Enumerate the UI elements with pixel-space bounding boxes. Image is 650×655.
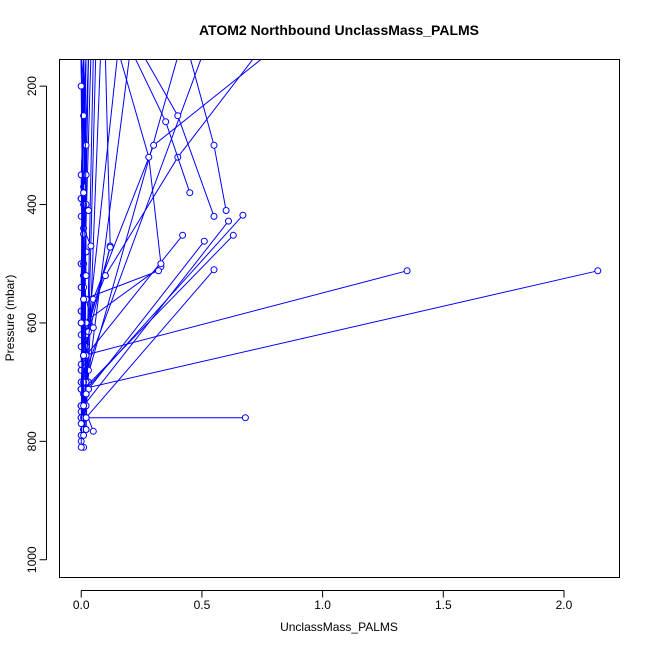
- data-point: [77, 443, 85, 451]
- series-24: [120, 59, 165, 268]
- data-point: [82, 141, 90, 149]
- data-point: [89, 427, 97, 435]
- x-tick-label: 1.5: [435, 598, 452, 612]
- series-33: [77, 59, 88, 303]
- series-line: [83, 59, 262, 383]
- series-34: [80, 59, 90, 280]
- data-point: [87, 242, 95, 250]
- series-line: [80, 59, 234, 418]
- data-point: [229, 231, 237, 239]
- data-point: [210, 141, 218, 149]
- data-point: [179, 231, 187, 239]
- series-line: [190, 59, 227, 211]
- x-tick-label: 1.0: [314, 598, 331, 612]
- data-point: [145, 153, 153, 161]
- data-point: [210, 266, 218, 274]
- data-point: [82, 414, 90, 422]
- series-line: [85, 59, 254, 324]
- y-axis: 200 400 600 800 1000: [25, 76, 47, 573]
- x-tick-label: 0.5: [194, 598, 211, 612]
- plot-marks: [77, 59, 602, 451]
- series-line: [145, 59, 215, 217]
- data-point: [80, 431, 88, 439]
- y-tick-label: 1000: [25, 546, 39, 573]
- data-point: [222, 207, 230, 214]
- data-point: [82, 272, 90, 280]
- data-point: [225, 217, 232, 225]
- series-1: [77, 378, 249, 451]
- data-point: [80, 189, 88, 197]
- y-tick-label: 600: [25, 313, 39, 333]
- x-tick-label: 2.0: [556, 598, 573, 612]
- y-axis-label: Pressure (mbar): [3, 275, 17, 362]
- data-point: [157, 260, 165, 268]
- data-point: [210, 212, 218, 220]
- series-line: [80, 382, 246, 448]
- data-point: [101, 272, 109, 280]
- data-point: [80, 295, 88, 303]
- data-point: [162, 118, 170, 126]
- data-point: [77, 82, 85, 90]
- series-line: [80, 59, 408, 418]
- series-line: [80, 59, 205, 418]
- data-point: [155, 267, 162, 275]
- y-tick-label: 800: [25, 431, 39, 451]
- series-25: [135, 59, 194, 197]
- data-point: [186, 189, 194, 197]
- data-point: [403, 267, 411, 275]
- x-tick-label: 0.0: [73, 598, 90, 612]
- data-point: [594, 267, 602, 275]
- data-point: [106, 243, 114, 251]
- y-tick-label: 400: [25, 194, 39, 214]
- data-point: [82, 390, 90, 398]
- chart-title: ATOM2 Northbound UnclassMass_PALMS: [199, 22, 479, 38]
- data-point: [85, 207, 92, 214]
- series-2: [77, 59, 602, 433]
- data-point: [239, 211, 247, 219]
- x-axis-label: UnclassMass_PALMS: [280, 620, 398, 634]
- x-axis: 0.0 0.5 1.0 1.5 2.0: [73, 590, 573, 612]
- series-5: [77, 59, 232, 410]
- series-line: [80, 59, 229, 407]
- data-point: [77, 420, 85, 428]
- plot-frame: [59, 59, 620, 578]
- series-32: [77, 59, 88, 327]
- series-23: [145, 59, 218, 220]
- series-22: [190, 59, 230, 214]
- data-point: [80, 230, 88, 238]
- data-point: [150, 141, 158, 149]
- data-point: [241, 414, 249, 422]
- data-point: [89, 324, 97, 332]
- y-tick-label: 200: [25, 76, 39, 96]
- data-point: [200, 237, 208, 245]
- data-point: [77, 319, 85, 327]
- data-point: [174, 112, 182, 120]
- data-point: [80, 352, 88, 359]
- data-point: [80, 402, 88, 410]
